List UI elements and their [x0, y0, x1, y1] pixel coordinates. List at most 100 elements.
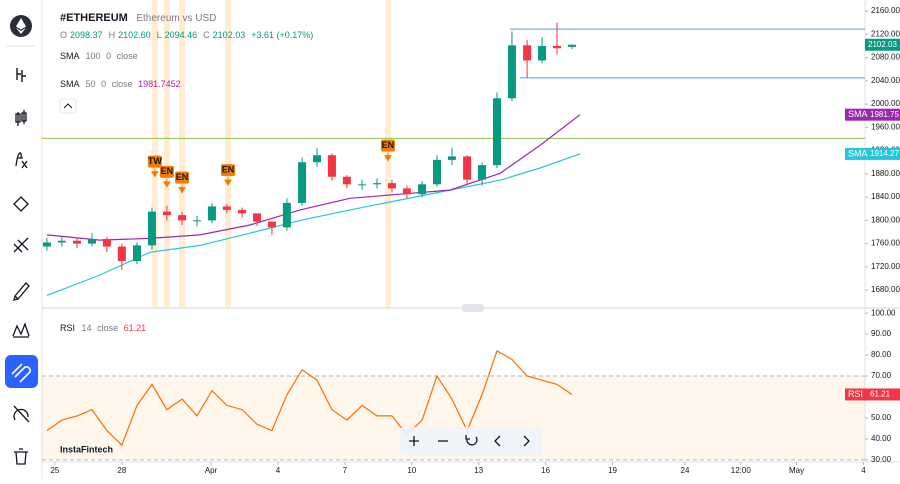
candle-body: [567, 44, 576, 47]
patterns-icon[interactable]: [12, 322, 30, 338]
sma-line: [46, 114, 581, 241]
sma-tag-name: SMA: [848, 109, 868, 119]
y-tick-label: 50.00: [871, 413, 892, 422]
x-tick-label: Apr: [205, 466, 218, 475]
reset-view[interactable]: [465, 435, 478, 446]
ohlc-value: 2094.46: [165, 30, 198, 40]
y-tick-label: 100.00: [871, 308, 896, 317]
candle-body: [147, 211, 156, 246]
sma-line: [46, 153, 581, 296]
x-tick-label: 4: [276, 466, 281, 475]
y-tick-label: 2080.00: [871, 53, 900, 62]
collapse-legend-button[interactable]: [59, 98, 77, 114]
zoom-bar: [400, 427, 542, 455]
sma-tag: [845, 108, 900, 121]
signal-label: EN: [382, 140, 395, 150]
description: Ethereum vs USD: [136, 13, 216, 24]
y-tick-label: 1880.00: [871, 169, 900, 178]
candle-body: [538, 45, 547, 61]
y-tick-label: 70.00: [871, 371, 892, 380]
scroll-left[interactable]: [494, 435, 501, 447]
signal-tag: [380, 139, 395, 152]
signal-label: EN: [222, 164, 235, 174]
signal-label: EN: [161, 166, 174, 176]
y-tick-label: 1760.00: [871, 239, 900, 248]
sma-tag-name: SMA: [848, 148, 868, 158]
trash-icon[interactable]: [14, 448, 28, 465]
candle-body: [57, 240, 66, 243]
rsi-tag: [845, 388, 900, 401]
candle-body: [552, 45, 561, 49]
indicator-period: 14: [82, 323, 92, 333]
indicator-offset: 0: [106, 51, 111, 61]
y-tick-label: 1680.00: [871, 285, 900, 294]
y-tick-label: 1800.00: [871, 215, 900, 224]
ohlc-key: L: [157, 30, 162, 40]
y-tick-label: 1840.00: [871, 192, 900, 201]
brush-icon[interactable]: [13, 282, 30, 301]
x-tick-label: 19: [608, 466, 617, 475]
indicator-source: close: [112, 79, 133, 89]
last-price-box: [865, 38, 900, 51]
ohlc-value: 2098.37: [70, 30, 103, 40]
y-tick-label: 80.00: [871, 350, 892, 359]
candle-body: [478, 165, 487, 180]
signal-tag: [159, 165, 174, 178]
candle-body: [102, 238, 111, 247]
candle-body: [253, 213, 262, 222]
ohlc-row: O 2098.37 H 2102.60 L 2094.46 C 2102.03 +3.61 (+…: [60, 30, 313, 40]
candle-body: [463, 156, 472, 180]
indicators-icon[interactable]: [15, 152, 28, 169]
shapes-icon[interactable]: [13, 196, 29, 212]
x-tick-label: 7: [343, 466, 348, 475]
candle-body: [387, 183, 396, 189]
indicator-value: 1981.7452: [138, 79, 181, 89]
ohlc-value: 2102.60: [118, 30, 151, 40]
candle-body: [73, 240, 82, 244]
candle-body: [447, 156, 456, 160]
hide-icon[interactable]: [13, 405, 30, 423]
signal-arrow: [384, 152, 392, 162]
bar-type-icon[interactable]: [16, 68, 26, 82]
plot-layer: 2160.00 2120.00 2080.00 2040.00 2000.00 1960.…: [42, 0, 900, 475]
legend-symbol-row: #ETHEREUM Ethereum vs USD: [60, 12, 216, 24]
indicator-name: SMA: [60, 51, 80, 61]
candle-body: [523, 45, 532, 61]
candle-body: [238, 209, 247, 214]
signal-band: [151, 0, 158, 307]
indicator-period: 50: [86, 79, 96, 89]
ohlc-key: H: [109, 30, 116, 40]
sma100-legend: SMA 100 0 close: [60, 51, 138, 61]
change: +3.61 (+0.17%): [251, 30, 313, 40]
lines-icon[interactable]: [13, 237, 29, 253]
zoom-in[interactable]: [409, 436, 419, 446]
candle-body: [313, 155, 322, 163]
candle-body: [342, 176, 351, 185]
candle-body: [418, 184, 427, 195]
candle-body: [42, 242, 51, 247]
candle-body: [372, 183, 381, 185]
candles-icon[interactable]: [15, 110, 27, 126]
candle-body: [162, 211, 171, 216]
candle-body: [267, 221, 276, 228]
sma-tag-value: 1914.27: [870, 149, 899, 158]
candle-body: [358, 184, 367, 186]
symbol: #ETHEREUM: [60, 12, 128, 24]
y-tick-label: 2040.00: [871, 76, 900, 85]
candle-body: [193, 220, 202, 222]
toolbar: [0, 0, 43, 479]
y-tick-label: 2120.00: [871, 29, 900, 38]
candle-body: [207, 206, 216, 221]
x-tick-label: 12:00: [731, 466, 752, 475]
rsi-line: [46, 350, 573, 447]
candle-body: [492, 98, 501, 166]
ohlc-key: O: [60, 30, 67, 40]
x-tick-label: May: [789, 466, 804, 475]
scroll-right[interactable]: [523, 435, 530, 447]
indicator-source: close: [97, 323, 118, 333]
signal-arrow: [163, 178, 171, 188]
signal-tag: [221, 164, 236, 177]
y-tick-label: 40.00: [871, 434, 892, 443]
panel-resize-handle[interactable]: [462, 304, 484, 312]
